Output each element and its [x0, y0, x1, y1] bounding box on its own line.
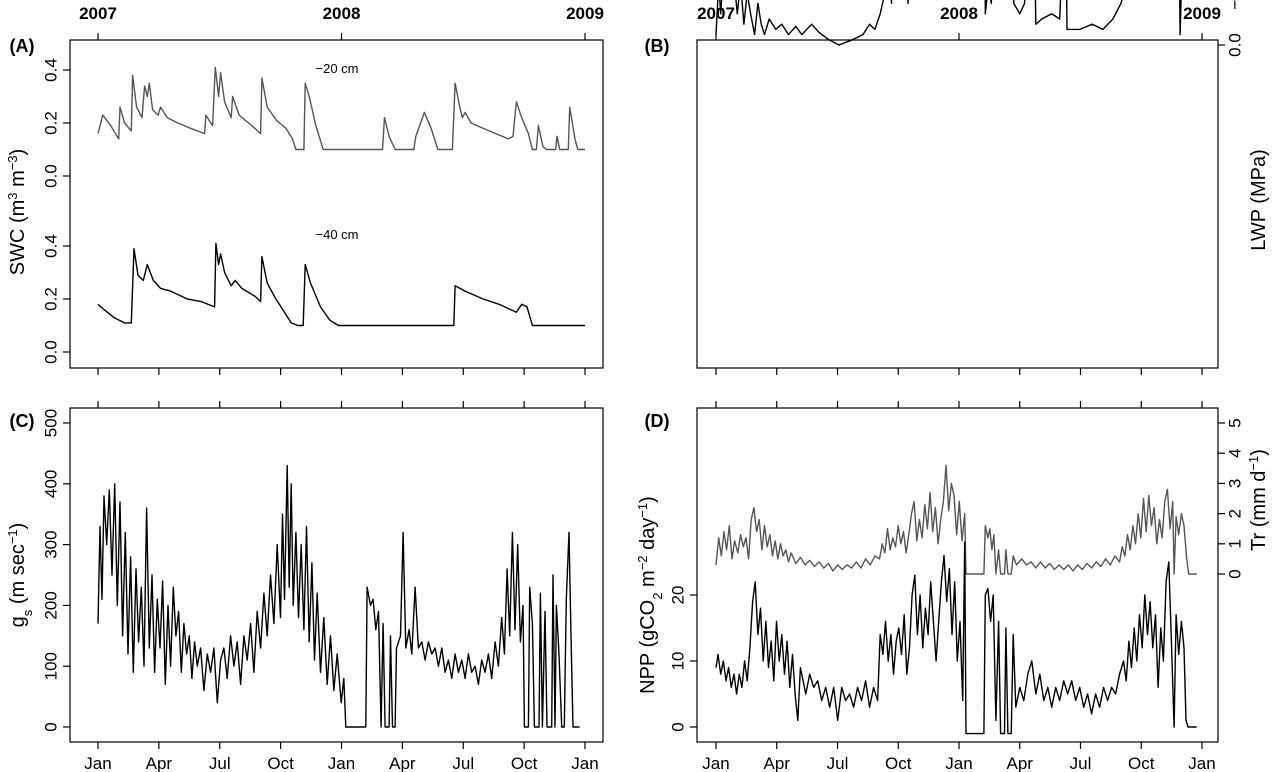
panel-d-right-y-tick-label: 2 [1225, 509, 1244, 518]
panel-c-y-tick-label: 200 [41, 591, 60, 619]
panel-c-month-label: Jul [452, 754, 474, 772]
panel-b-y-tick-label: 0.0 [1225, 33, 1244, 57]
annotation-20cm: −20 cm [316, 61, 359, 76]
panel-d-month-label: Jan [945, 754, 972, 772]
swc-20cm-line [97, 66, 585, 151]
panel-c-label: (C) [10, 411, 35, 431]
panel-c-month-label: Jan [571, 754, 598, 772]
panel-c-y-tick-label: 400 [41, 470, 60, 498]
panel-a-label: (A) [10, 36, 35, 56]
gs-line [97, 464, 580, 728]
panel-d-right-y-title: Tr (mm d−1) [1246, 449, 1271, 551]
panel-d-left-y-title: NPP (gCO2 m−2 day−1) [635, 496, 665, 694]
panel-c-month-label: Jul [209, 754, 231, 772]
panel-d-right-y-tick-label: 1 [1225, 539, 1244, 548]
panel-b-y-tick-label: −0.5 [1225, 0, 1244, 10]
panel-d-month-label: Jan [702, 754, 729, 772]
panel-a-year-label: 2007 [79, 4, 117, 23]
panel-d-left-y-tick-label: 0 [668, 722, 687, 731]
panel-b-frame [696, 39, 1219, 369]
panel-d-month-label: Oct [1128, 754, 1155, 772]
panel-a-upper-y-tick-label: 0.0 [41, 164, 60, 188]
panel-d-right-y-tick-label: 3 [1225, 479, 1244, 488]
panel-a-y-title: SWC (m3 m−3) [5, 149, 30, 276]
lwp-line [715, 0, 1182, 46]
panel-d-right-y-tick-label: 4 [1225, 448, 1244, 457]
panel-c-month-label: Jan [84, 754, 111, 772]
panel-a-lower-y-tick-label: 0.0 [41, 340, 60, 364]
panel-b-year-label: 2009 [1183, 4, 1221, 23]
panel-d-label: (D) [645, 411, 670, 431]
panel-a-lower-y-tick-label: 0.4 [41, 234, 60, 258]
panel-d-month-label: Oct [885, 754, 912, 772]
panel-d-month-label: Jan [1188, 754, 1215, 772]
panel-b-year-label: 2007 [697, 4, 735, 23]
panel-d-left-y-tick-label: 10 [668, 652, 687, 671]
panel-c-y-tick-label: 0 [41, 722, 60, 731]
panel-c-month-label: Apr [389, 754, 416, 772]
tr-line [715, 464, 1197, 575]
panel-c-y-tick-label: 100 [41, 652, 60, 680]
panel-c-y-title: gs (m sec−1) [5, 523, 35, 628]
panel-b-year-label: 2008 [940, 4, 978, 23]
panel-a-upper-y-tick-label: 0.2 [41, 111, 60, 135]
panel-a-upper-y-tick-label: 0.4 [41, 58, 60, 82]
npp-line [715, 541, 1197, 735]
panel-a-year-label: 2008 [323, 4, 361, 23]
panel-a-frame [69, 39, 604, 369]
panel-c-y-tick-label: 300 [41, 530, 60, 558]
panel-d-month-label: Apr [1007, 754, 1034, 772]
panel-d-month-label: Apr [764, 754, 791, 772]
swc-40cm-line [97, 242, 585, 327]
panel-c-y-tick-label: 500 [41, 409, 60, 437]
panel-c-month-label: Oct [511, 754, 538, 772]
annotation-40cm: −40 cm [316, 227, 359, 242]
panel-d-left-y-tick-label: 20 [668, 586, 687, 605]
panel-d-right-y-tick-label: 0 [1225, 569, 1244, 578]
panel-d-frame [696, 407, 1219, 743]
panel-c-month-label: Oct [267, 754, 294, 772]
panel-b-y-title: LWP (MPa) [1248, 149, 1270, 251]
panel-c-frame [69, 407, 604, 743]
panel-b-label: (B) [645, 36, 670, 56]
panel-c-month-label: Jan [328, 754, 355, 772]
panel-d-month-label: Jul [1070, 754, 1092, 772]
panel-d-right-y-tick-label: 5 [1225, 418, 1244, 427]
panel-d-month-label: Jul [827, 754, 849, 772]
panel-a-lower-y-tick-label: 0.2 [41, 287, 60, 311]
panel-a-year-label: 2009 [566, 4, 604, 23]
panel-c-month-label: Apr [146, 754, 173, 772]
